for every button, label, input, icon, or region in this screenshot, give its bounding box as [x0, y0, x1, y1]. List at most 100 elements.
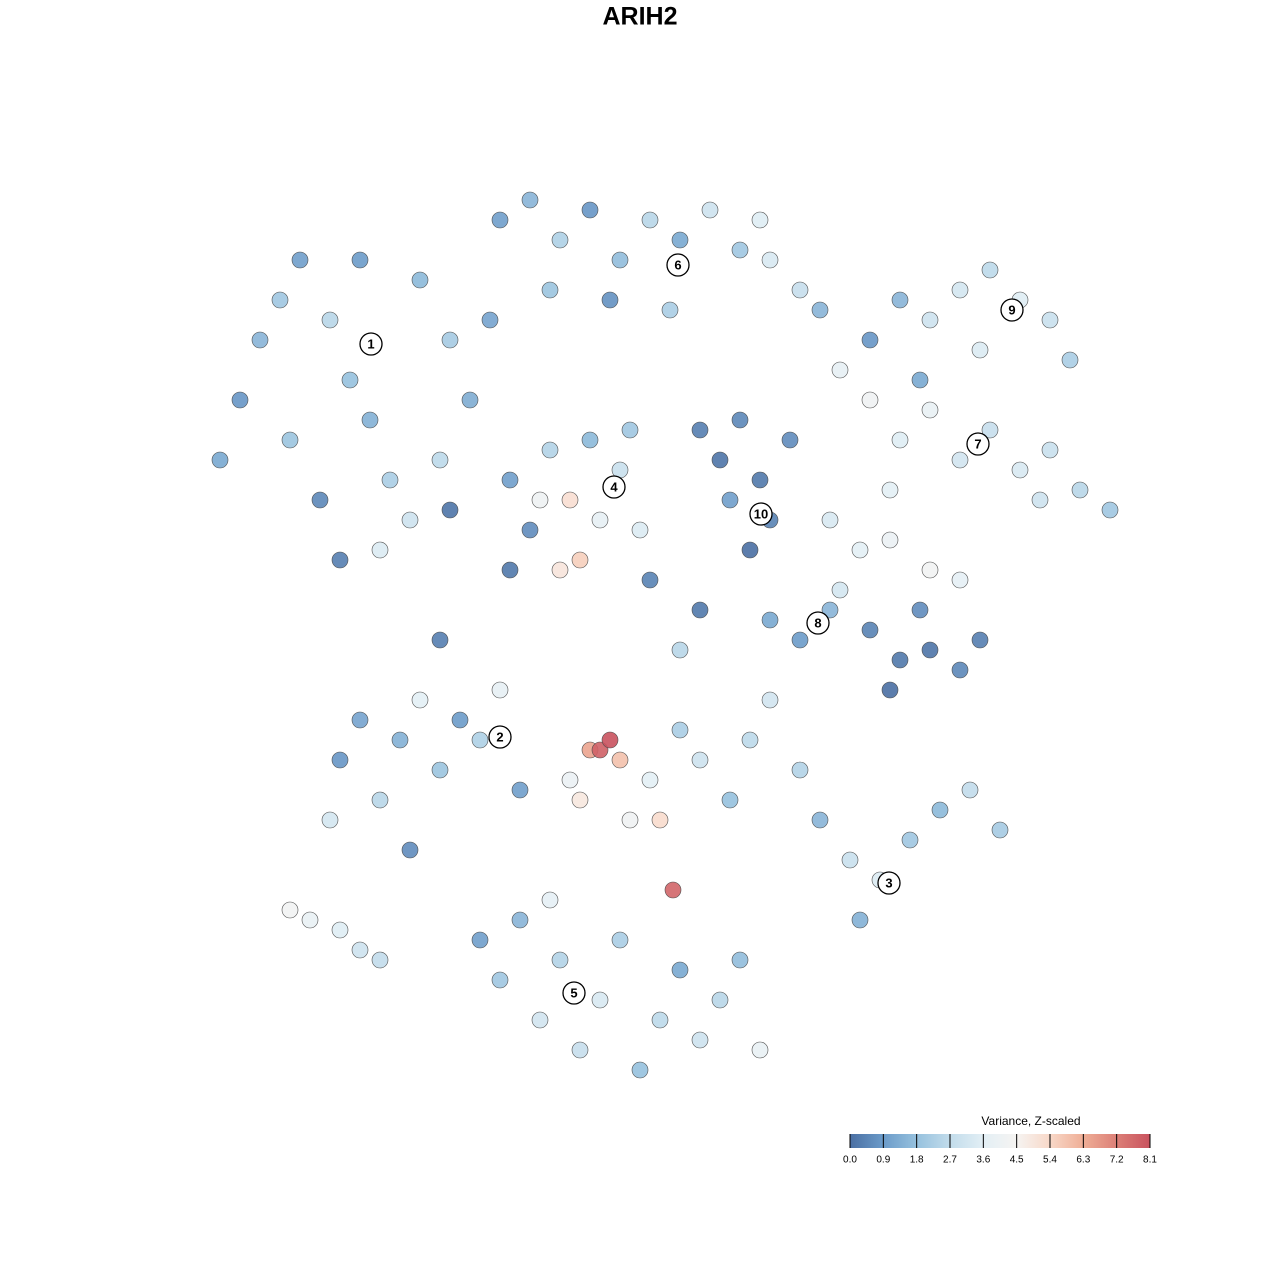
colorbar-tick-label: 8.1: [1143, 1155, 1157, 1166]
colorbar-tick-label: 1.8: [910, 1155, 924, 1166]
point: [591, 991, 609, 1009]
point: [601, 291, 619, 309]
point: [481, 311, 499, 329]
point: [431, 451, 449, 469]
point: [751, 211, 769, 229]
point: [711, 991, 729, 1009]
point: [591, 511, 609, 529]
point: [921, 311, 939, 329]
point: [781, 431, 799, 449]
point: [411, 271, 429, 289]
point: [381, 471, 399, 489]
colorbar-tick-label: 2.7: [943, 1155, 957, 1166]
point: [821, 511, 839, 529]
point: [891, 651, 909, 669]
colorbar-tick-label: 0.0: [843, 1155, 857, 1166]
point: [271, 291, 289, 309]
point: [631, 1061, 649, 1079]
cluster-label-badge: [806, 611, 830, 635]
cluster-label-badge: [966, 432, 990, 456]
point: [581, 201, 599, 219]
point: [501, 561, 519, 579]
point: [471, 731, 489, 749]
point: [811, 301, 829, 319]
point: [231, 391, 249, 409]
point: [691, 751, 709, 769]
colorbar-tick-label: 7.2: [1110, 1155, 1124, 1166]
point: [651, 811, 669, 829]
point: [1071, 481, 1089, 499]
point: [511, 781, 529, 799]
point: [711, 451, 729, 469]
point: [471, 931, 489, 949]
point: [441, 331, 459, 349]
point: [901, 831, 919, 849]
point: [951, 281, 969, 299]
point: [891, 431, 909, 449]
point: [951, 451, 969, 469]
colorbar-tick-label: 0.9: [876, 1155, 890, 1166]
point: [391, 731, 409, 749]
point: [321, 811, 339, 829]
point: [351, 711, 369, 729]
point: [551, 561, 569, 579]
colorbar-title: Variance, Z-scaled: [981, 1114, 1080, 1128]
cluster-label: 7: [974, 436, 981, 451]
point: [461, 391, 479, 409]
point: [1031, 491, 1049, 509]
point: [1041, 441, 1059, 459]
point: [1101, 501, 1119, 519]
cluster-label: 10: [754, 506, 768, 521]
point: [761, 251, 779, 269]
point: [981, 421, 999, 439]
point: [861, 621, 879, 639]
point: [921, 401, 939, 419]
point: [631, 521, 649, 539]
point: [491, 681, 509, 699]
cluster-label-badge: [877, 871, 901, 895]
point: [411, 691, 429, 709]
point: [971, 341, 989, 359]
point: [541, 441, 559, 459]
point: [491, 211, 509, 229]
point: [931, 801, 949, 819]
point: [731, 241, 749, 259]
point: [331, 921, 349, 939]
point: [551, 231, 569, 249]
point: [641, 771, 659, 789]
point: [541, 891, 559, 909]
point: [571, 791, 589, 809]
point: [741, 541, 759, 559]
point: [951, 661, 969, 679]
point: [861, 331, 879, 349]
point: [721, 491, 739, 509]
point: [861, 391, 879, 409]
point: [611, 931, 629, 949]
point: [881, 531, 899, 549]
point: [791, 281, 809, 299]
point: [561, 771, 579, 789]
point: [521, 191, 539, 209]
point: [281, 431, 299, 449]
point: [721, 791, 739, 809]
point: [891, 291, 909, 309]
point: [441, 501, 459, 519]
cluster-label: 3: [885, 875, 892, 890]
point: [571, 1041, 589, 1059]
cluster-label: 5: [570, 985, 577, 1000]
point: [851, 541, 869, 559]
point: [371, 541, 389, 559]
point: [664, 881, 682, 899]
chart-title: ARIH2: [602, 3, 677, 31]
point: [521, 521, 539, 539]
cluster-label: 9: [1008, 302, 1015, 317]
points: [211, 191, 1119, 1079]
point: [701, 201, 719, 219]
point: [591, 741, 609, 759]
point: [811, 811, 829, 829]
cluster-label: 4: [610, 479, 618, 494]
point: [601, 731, 619, 749]
point: [641, 211, 659, 229]
point: [301, 911, 319, 929]
